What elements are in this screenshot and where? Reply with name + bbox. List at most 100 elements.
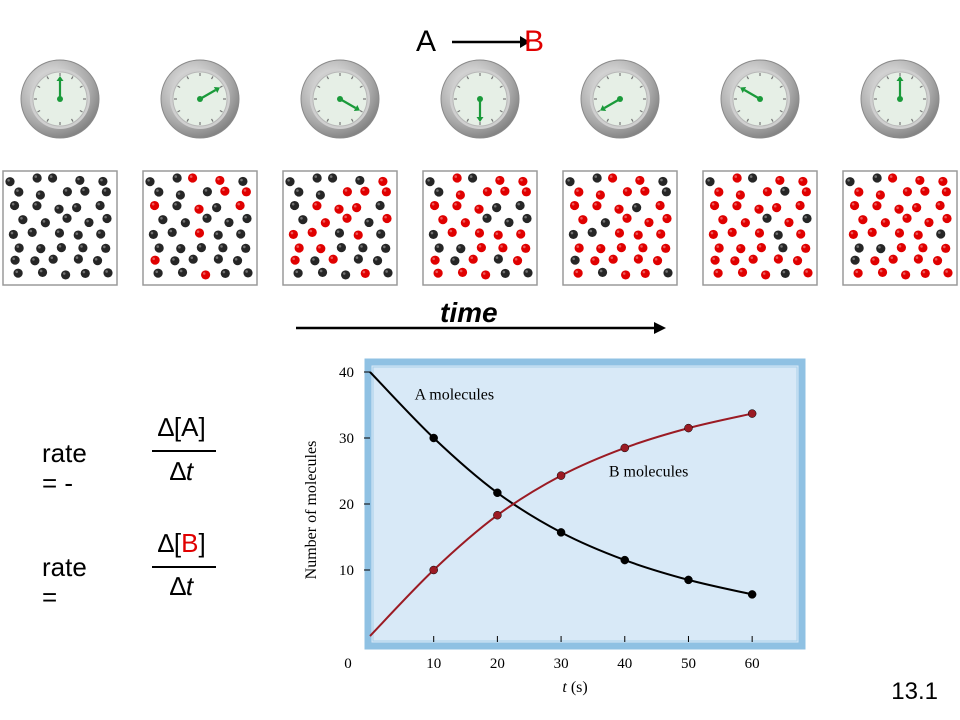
molecule-a [73,254,83,264]
molecule-box [422,170,538,286]
molecule-b [901,270,911,280]
molecule-a [32,201,42,211]
molecule-b [935,200,945,211]
molecule-b [596,244,606,254]
molecule-a [180,218,190,228]
molecule-a [73,230,83,240]
molecule-a [14,187,24,197]
molecule-b [622,213,632,223]
molecule-b [938,176,948,187]
rate-a-delta-open: ∆[ [158,412,182,442]
molecule-b [920,186,930,196]
molecule-a [48,254,58,264]
data-point [684,423,693,433]
molecule-b [430,255,440,265]
molecule-box [702,170,818,286]
molecule-a [317,267,328,277]
data-point [747,409,757,418]
molecule-b [342,213,352,223]
molecule-b [312,201,322,211]
molecule-b [644,217,654,228]
molecule-b [727,227,737,237]
molecule-b [775,175,785,186]
data-point [493,510,502,520]
molecule-b [784,217,794,228]
molecule-b [756,243,766,253]
reaction-arrow-icon [452,36,530,48]
molecule-a [224,217,234,228]
molecule-b [378,176,388,187]
molecule-b [894,204,904,214]
molecule-b [474,228,485,238]
molecule-b [241,187,251,197]
clock-icon [580,59,660,139]
molecule-count-chart: 0 10 20 30 40 50 60 10 20 30 40 t (s) Number of mole… [303,358,806,696]
molecule-a [522,213,532,224]
molecule-b [607,173,618,183]
molecule-b [447,227,457,237]
molecule-b [730,256,740,266]
molecule-a [212,203,222,213]
molecule-a [238,176,248,187]
molecule-b [353,230,363,240]
molecule-b [452,201,462,211]
molecule-a [504,217,514,228]
molecule-a [148,229,158,240]
molecule-a [213,230,223,240]
molecule-b [635,175,645,186]
molecule-b [512,256,523,266]
molecule-b [235,200,245,211]
molecule-a [56,243,66,253]
molecule-b [740,218,750,228]
molecule-a [663,268,673,278]
molecule-a [18,215,28,225]
molecule-b [493,230,503,240]
molecule-b [616,243,626,253]
molecule-b [801,243,811,253]
molecule-a [37,267,48,277]
rate-a-t: t [185,456,194,486]
molecule-a [434,243,444,253]
molecule-a [202,213,212,223]
molecule-b [858,215,868,225]
molecule-a [84,217,94,228]
molecule-a [170,256,180,266]
molecule-a [196,243,206,253]
molecule-a [101,187,111,197]
molecule-a [780,268,790,279]
molecule-a [236,229,246,239]
molecule-b [482,187,492,197]
rate-a-fraction-bar [152,450,216,452]
molecule-b [495,175,505,186]
rate-b-denominator: ∆t [170,571,193,601]
x-tick-label: 20 [490,656,505,672]
rate-a-delta: ∆ [170,456,186,486]
molecule-a [213,254,223,264]
molecule-a [570,255,580,265]
clock-icon [20,59,100,139]
molecule-a [762,213,772,223]
molecule-a [632,203,642,213]
molecule-box [2,170,118,286]
molecule-b [875,190,885,200]
molecule-a [145,177,155,187]
clock-icon [860,59,940,139]
molecule-b [849,200,860,211]
molecule-b [920,268,930,279]
molecule-b [932,256,943,266]
rate-a-species: A [181,412,199,442]
data-point [620,443,630,453]
molecule-a [425,177,435,187]
molecule-b [714,187,724,197]
molecule-b [942,213,952,224]
molecule-a [154,243,164,253]
molecule-b [772,203,782,213]
molecule-b [655,200,665,211]
molecule-a [30,256,40,266]
molecule-b [149,200,160,211]
molecule-a [376,229,386,239]
molecule-a [242,213,252,224]
molecule-a [78,243,88,253]
rate-b-delta: ∆ [170,571,186,601]
molecule-b [754,204,764,214]
